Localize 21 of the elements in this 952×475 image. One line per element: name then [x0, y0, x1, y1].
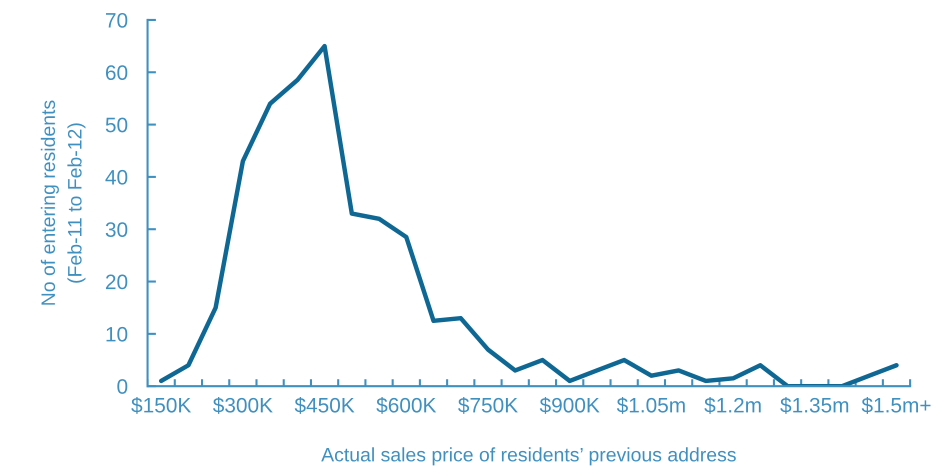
y-tick-label: 50 — [106, 118, 128, 132]
y-tick-label: 40 — [105, 170, 128, 185]
x-axis-title: Actual sales price of residents’ previous address — [321, 447, 736, 466]
y-tick-label: 70 — [106, 12, 128, 28]
x-tick-label: $600K — [376, 396, 436, 414]
line-series — [158, 44, 899, 386]
x-tick-label: $1.35m — [780, 396, 848, 414]
y-tick-label: 30 — [106, 222, 128, 237]
y-tick-label: 60 — [106, 65, 128, 80]
x-tick-label: $150K — [131, 396, 192, 414]
x-tick-label: $300K — [212, 396, 273, 414]
x-tick-label: $1.2m — [704, 396, 761, 414]
x-tick-label: $450K — [294, 396, 354, 414]
y-tick-label: 0 — [117, 379, 128, 394]
y-tick-label: 20 — [106, 274, 128, 290]
x-tick-label: $750K — [458, 396, 518, 414]
x-tick-label: $900K — [540, 396, 600, 414]
x-tick-label: $1.05m — [616, 396, 685, 414]
y-axis-title: No of entering residents (Feb-11 to Feb-12) — [40, 100, 86, 305]
y-tick-label: 10 — [106, 326, 128, 342]
x-tick-label: $1.5m+ — [862, 396, 931, 414]
